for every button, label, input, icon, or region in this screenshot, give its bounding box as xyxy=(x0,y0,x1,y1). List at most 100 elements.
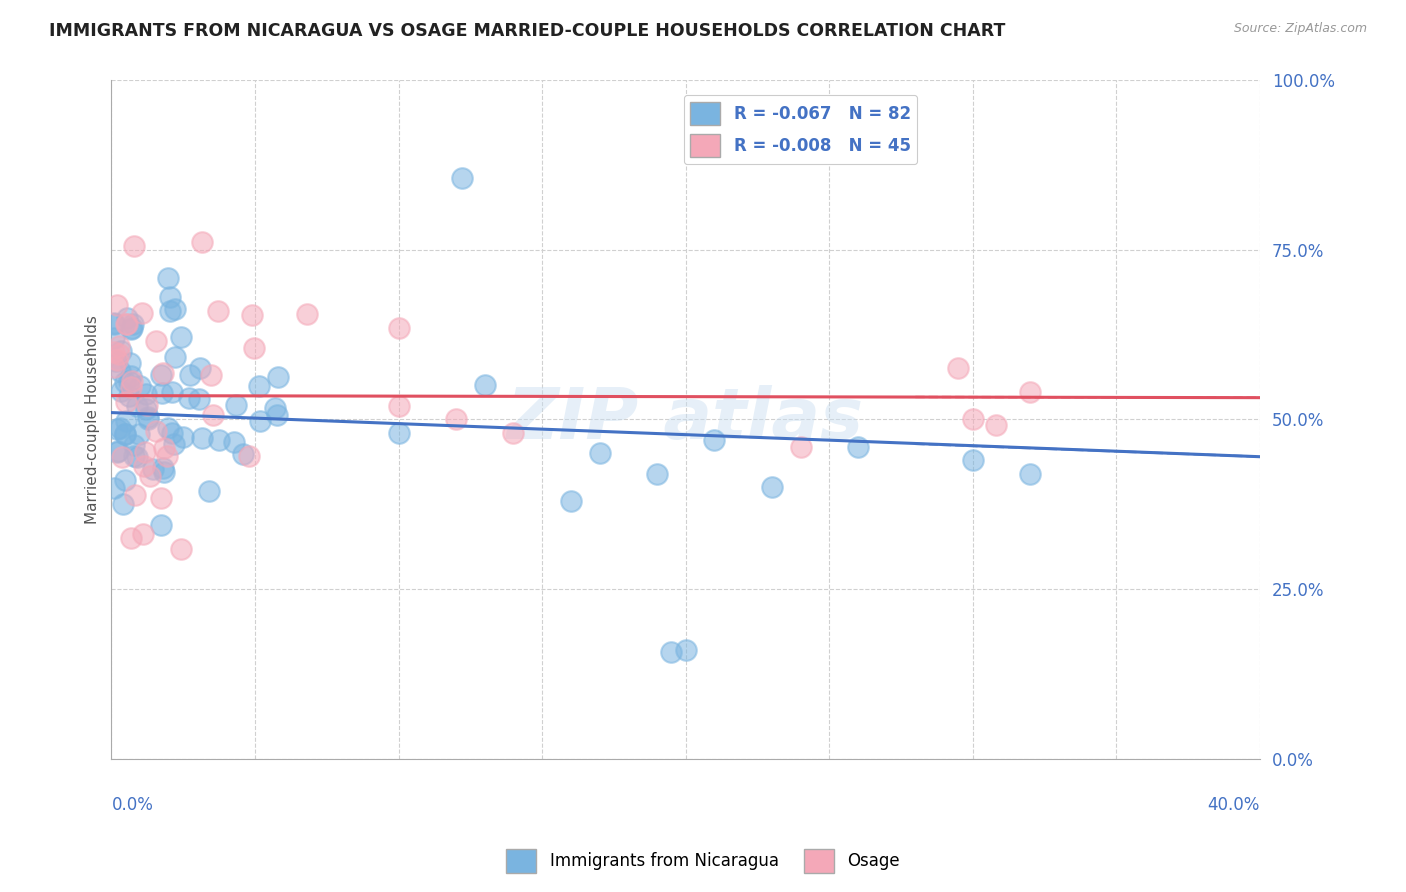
Point xyxy=(152,366,174,380)
Point xyxy=(136,399,159,413)
Point xyxy=(132,527,155,541)
Point xyxy=(159,290,181,304)
Point xyxy=(145,334,167,348)
Point xyxy=(124,487,146,501)
Point xyxy=(162,385,184,400)
Point xyxy=(588,446,610,460)
Point xyxy=(444,412,467,426)
Point xyxy=(1019,385,1042,400)
Point xyxy=(157,421,180,435)
Point xyxy=(152,460,174,475)
Point xyxy=(502,425,524,440)
Point xyxy=(114,473,136,487)
Point xyxy=(948,361,970,376)
Point xyxy=(128,427,150,442)
Point xyxy=(132,458,155,473)
Point xyxy=(264,401,287,415)
Point xyxy=(153,441,176,455)
Point xyxy=(177,391,200,405)
Point xyxy=(962,412,984,426)
Point xyxy=(242,341,264,355)
Point xyxy=(105,297,128,311)
Point xyxy=(232,447,254,461)
Point xyxy=(114,376,136,390)
Point xyxy=(120,380,142,394)
Point xyxy=(387,425,409,440)
Point xyxy=(135,387,157,401)
Point xyxy=(222,435,245,450)
Point xyxy=(150,517,173,532)
Point xyxy=(136,409,159,424)
Text: 40.0%: 40.0% xyxy=(1208,797,1260,814)
Point xyxy=(240,308,263,322)
Point xyxy=(238,449,260,463)
Point xyxy=(122,438,145,452)
Point xyxy=(266,408,288,422)
Point xyxy=(105,422,128,436)
Point xyxy=(387,399,409,413)
Point xyxy=(172,430,194,444)
Point xyxy=(179,368,201,382)
Point xyxy=(104,354,127,368)
Point xyxy=(125,450,148,464)
Point xyxy=(789,440,811,454)
Point xyxy=(207,303,229,318)
Point xyxy=(122,317,145,331)
Point xyxy=(267,370,290,384)
Point xyxy=(962,453,984,467)
Point xyxy=(115,318,138,332)
Point xyxy=(560,493,582,508)
Point xyxy=(127,400,149,414)
Point xyxy=(169,541,191,556)
Point xyxy=(118,375,141,389)
Point xyxy=(187,392,209,406)
Point xyxy=(103,318,125,332)
Point xyxy=(675,643,697,657)
Point xyxy=(103,316,125,330)
Point xyxy=(135,402,157,417)
Point xyxy=(645,467,668,481)
Point xyxy=(108,339,131,353)
Text: 0.0%: 0.0% xyxy=(111,797,153,814)
Point xyxy=(761,480,783,494)
Point xyxy=(103,481,125,495)
Point xyxy=(103,359,125,374)
Point xyxy=(131,305,153,319)
Point xyxy=(108,347,131,361)
Point xyxy=(149,491,172,505)
Point xyxy=(105,445,128,459)
Point xyxy=(450,171,472,186)
Point xyxy=(150,368,173,383)
Point xyxy=(197,484,219,499)
Point xyxy=(150,386,173,401)
Point xyxy=(139,468,162,483)
Point xyxy=(659,644,682,658)
Point xyxy=(114,427,136,442)
Point xyxy=(157,271,180,285)
Y-axis label: Married-couple Households: Married-couple Households xyxy=(86,315,100,524)
Point xyxy=(145,425,167,439)
Point xyxy=(163,350,186,364)
Point xyxy=(121,374,143,388)
Point xyxy=(107,443,129,458)
Point xyxy=(190,361,212,376)
Point xyxy=(295,307,318,321)
Point xyxy=(159,304,181,318)
Point xyxy=(121,321,143,335)
Point xyxy=(129,379,152,393)
Text: ZIP atlas: ZIP atlas xyxy=(508,384,865,454)
Legend: R = -0.067   N = 82, R = -0.008   N = 45: R = -0.067 N = 82, R = -0.008 N = 45 xyxy=(683,95,918,164)
Point xyxy=(124,239,146,253)
Point xyxy=(163,302,186,317)
Point xyxy=(191,235,214,249)
Point xyxy=(134,444,156,458)
Point xyxy=(120,369,142,384)
Point xyxy=(703,433,725,447)
Point xyxy=(114,426,136,441)
Point xyxy=(110,384,132,398)
Point xyxy=(120,531,142,545)
Text: IMMIGRANTS FROM NICARAGUA VS OSAGE MARRIED-COUPLE HOUSEHOLDS CORRELATION CHART: IMMIGRANTS FROM NICARAGUA VS OSAGE MARRI… xyxy=(49,22,1005,40)
Point xyxy=(111,497,134,511)
Point xyxy=(108,421,131,435)
Point xyxy=(156,450,179,464)
